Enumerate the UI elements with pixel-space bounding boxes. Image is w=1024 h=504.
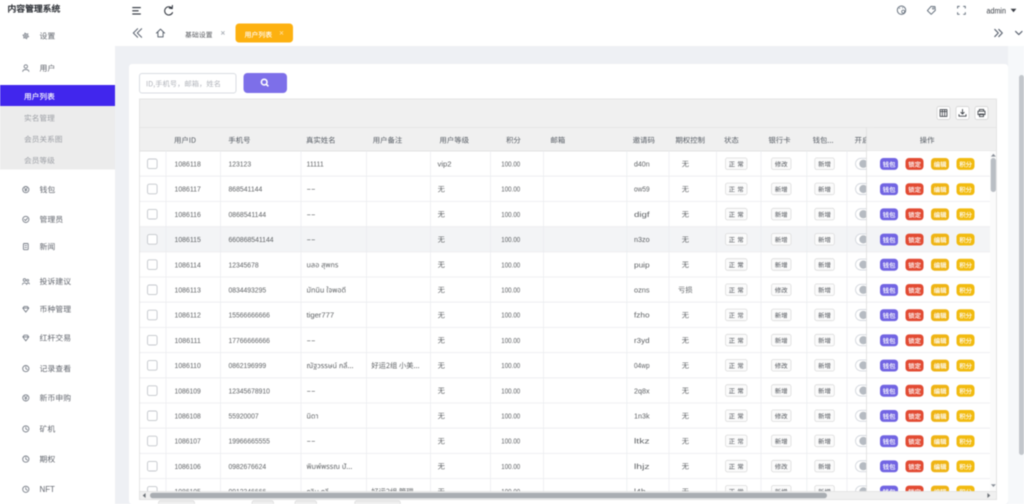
svg-text:fzho: fzho [634,311,650,320]
svg-text:1086107: 1086107 [175,437,201,446]
svg-text:04wp: 04wp [634,361,650,370]
svg-text:17766666666: 17766666666 [229,336,270,345]
svg-text:vip2: vip2 [438,160,452,169]
svg-text:n3zo: n3zo [634,235,650,244]
svg-text:1086114: 1086114 [175,260,201,269]
svg-text:ow59: ow59 [634,185,650,194]
svg-text:660868541144: 660868541144 [229,235,274,244]
svg-text:tiger777: tiger777 [307,311,335,320]
svg-text:12345678: 12345678 [229,260,259,269]
svg-text:123123: 123123 [229,160,252,169]
svg-text:100.00: 100.00 [501,336,520,345]
svg-text:11111: 11111 [307,160,324,169]
svg-text:100.00: 100.00 [501,286,520,295]
svg-text:868541144: 868541144 [229,185,263,194]
svg-text:--: -- [307,386,317,395]
svg-text:d40n: d40n [634,160,650,169]
svg-text:1086118: 1086118 [175,160,201,169]
svg-text:--: -- [307,336,317,345]
svg-text:100.00: 100.00 [501,462,520,471]
svg-text:ozns: ozns [634,286,650,295]
svg-text:100.00: 100.00 [501,235,520,244]
svg-text:100.00: 100.00 [501,185,520,194]
svg-text:100.00: 100.00 [501,386,520,395]
svg-text:100.00: 100.00 [501,210,520,219]
svg-text:--: -- [307,185,317,194]
svg-text:0868541144: 0868541144 [229,210,267,219]
svg-text:55920007: 55920007 [229,412,259,421]
svg-text:ltkz: ltkz [634,437,650,446]
svg-text:1086113: 1086113 [175,286,201,295]
svg-text:lhjz: lhjz [634,462,650,471]
svg-text:100.00: 100.00 [501,311,520,320]
svg-text:1086116: 1086116 [175,210,201,219]
svg-text:15566666666: 15566666666 [229,311,270,320]
svg-text:1086112: 1086112 [175,311,201,320]
svg-text:NFT: NFT [40,485,56,494]
svg-text:100.00: 100.00 [501,361,520,370]
svg-text:12345678910: 12345678910 [229,386,270,395]
svg-text:100.00: 100.00 [501,412,520,421]
svg-text:0862196999: 0862196999 [229,361,267,370]
svg-text:2q8x: 2q8x [634,386,650,395]
svg-text:100.00: 100.00 [501,437,520,446]
svg-text:1086106: 1086106 [175,462,201,471]
svg-text:1086115: 1086115 [175,235,201,244]
svg-text:0834493295: 0834493295 [229,286,267,295]
svg-text:r3yd: r3yd [634,336,650,345]
svg-text:--: -- [307,235,317,244]
svg-text:--: -- [307,210,317,219]
svg-text:1n3k: 1n3k [634,412,650,421]
svg-text:19966665555: 19966665555 [229,437,270,446]
svg-text:100.00: 100.00 [501,260,520,269]
svg-text:0982676624: 0982676624 [229,462,267,471]
svg-text:admin: admin [987,6,1007,15]
svg-text:1086117: 1086117 [175,185,201,194]
svg-text:puip: puip [634,260,650,269]
svg-text:1086110: 1086110 [175,361,201,370]
svg-text:100.00: 100.00 [501,160,520,169]
svg-text:digf: digf [634,210,651,219]
svg-text:1086108: 1086108 [175,412,201,421]
svg-text:--: -- [307,437,317,446]
svg-text:1086111: 1086111 [175,336,201,345]
svg-text:1086109: 1086109 [175,386,201,395]
